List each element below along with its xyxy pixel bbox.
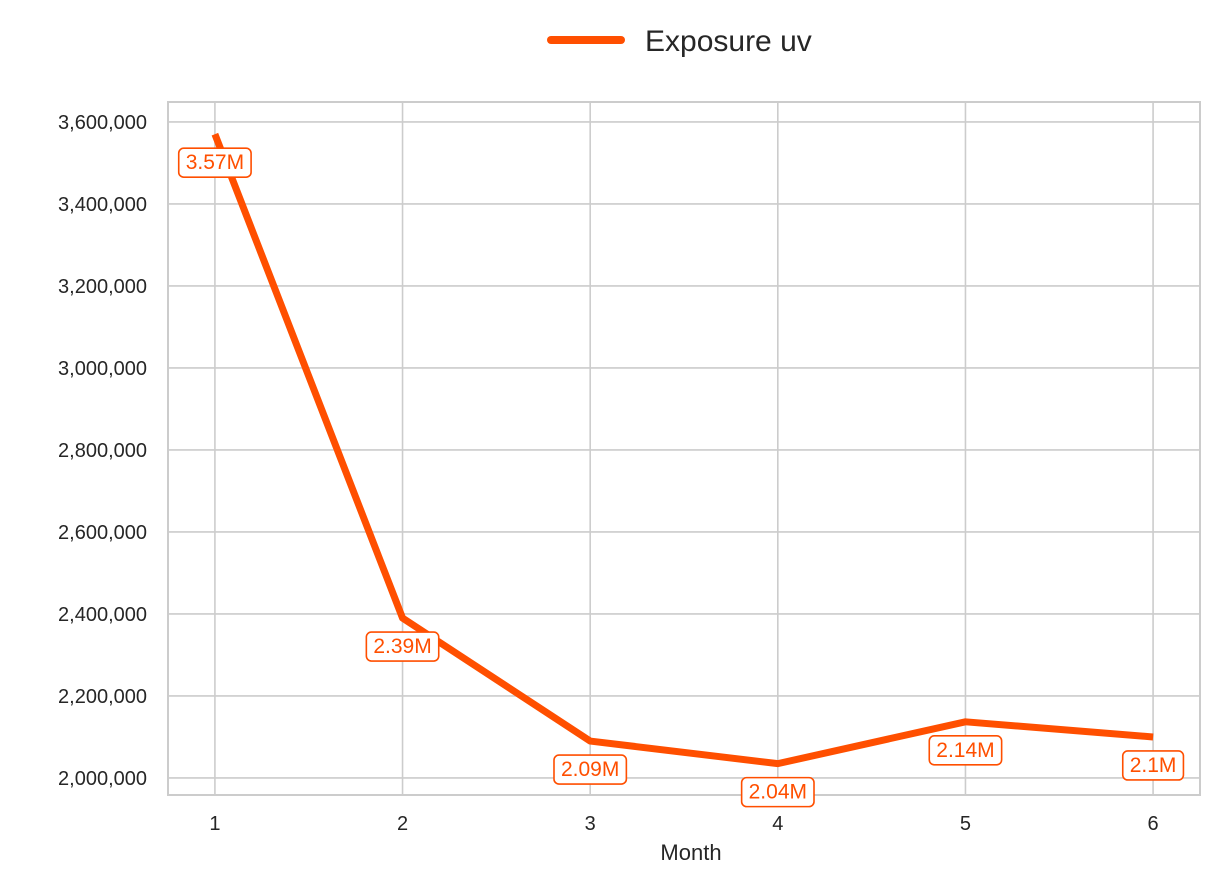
data-label: 3.57M xyxy=(177,147,252,178)
y-tick-label: 2,800,000 xyxy=(58,440,147,462)
data-label-text: 2.14M xyxy=(936,739,994,762)
data-label-text: 2.04M xyxy=(749,781,807,804)
tick-labels: 2,000,000 2,200,000 2,400,000 2,600,000 2,80… xyxy=(58,112,1159,835)
y-tick-label: 3,400,000 xyxy=(58,194,147,216)
data-label-box xyxy=(928,735,1003,766)
data-label-box xyxy=(177,147,252,178)
data-label-group: 3.57M 2.39M 2.09M 2.04M 2.14M 2.1M xyxy=(177,147,1185,808)
x-axis-label: Month xyxy=(660,840,721,865)
data-label-box xyxy=(1121,750,1185,781)
x-tick-label: 6 xyxy=(1148,813,1159,835)
legend-label: Exposure uv xyxy=(645,25,812,58)
grid xyxy=(168,102,1200,795)
x-tick-label: 5 xyxy=(960,813,971,835)
data-label: 2.1M xyxy=(1121,750,1185,781)
data-label: 2.14M xyxy=(928,735,1003,766)
x-tick-label: 3 xyxy=(585,813,596,835)
data-label-text: 2.1M xyxy=(1130,754,1177,777)
legend: Exposure uv xyxy=(547,25,812,58)
data-label: 2.04M xyxy=(740,776,815,808)
x-tick-label: 2 xyxy=(397,813,408,835)
data-label-box xyxy=(740,776,815,808)
series-line xyxy=(211,132,1154,768)
data-label-text: 2.39M xyxy=(373,635,431,658)
y-tick-label: 2,200,000 xyxy=(58,686,147,708)
y-tick-label: 2,600,000 xyxy=(58,522,147,544)
y-tick-label: 3,200,000 xyxy=(58,276,147,298)
data-label: 2.39M xyxy=(365,631,440,662)
data-label-box xyxy=(365,631,440,662)
y-tick-label: 2,000,000 xyxy=(58,768,147,790)
data-label: 2.09M xyxy=(553,754,628,785)
y-tick-label: 3,600,000 xyxy=(58,112,147,134)
x-tick-label: 1 xyxy=(209,813,220,835)
data-label-box xyxy=(553,754,628,785)
y-tick-label: 3,000,000 xyxy=(58,358,147,380)
series-line-group xyxy=(211,132,1154,768)
y-tick-label: 2,400,000 xyxy=(58,604,147,626)
data-label-text: 2.09M xyxy=(561,758,619,781)
data-label-text: 3.57M xyxy=(186,151,244,174)
plot-frame xyxy=(167,101,1201,796)
x-tick-label: 4 xyxy=(772,813,783,835)
